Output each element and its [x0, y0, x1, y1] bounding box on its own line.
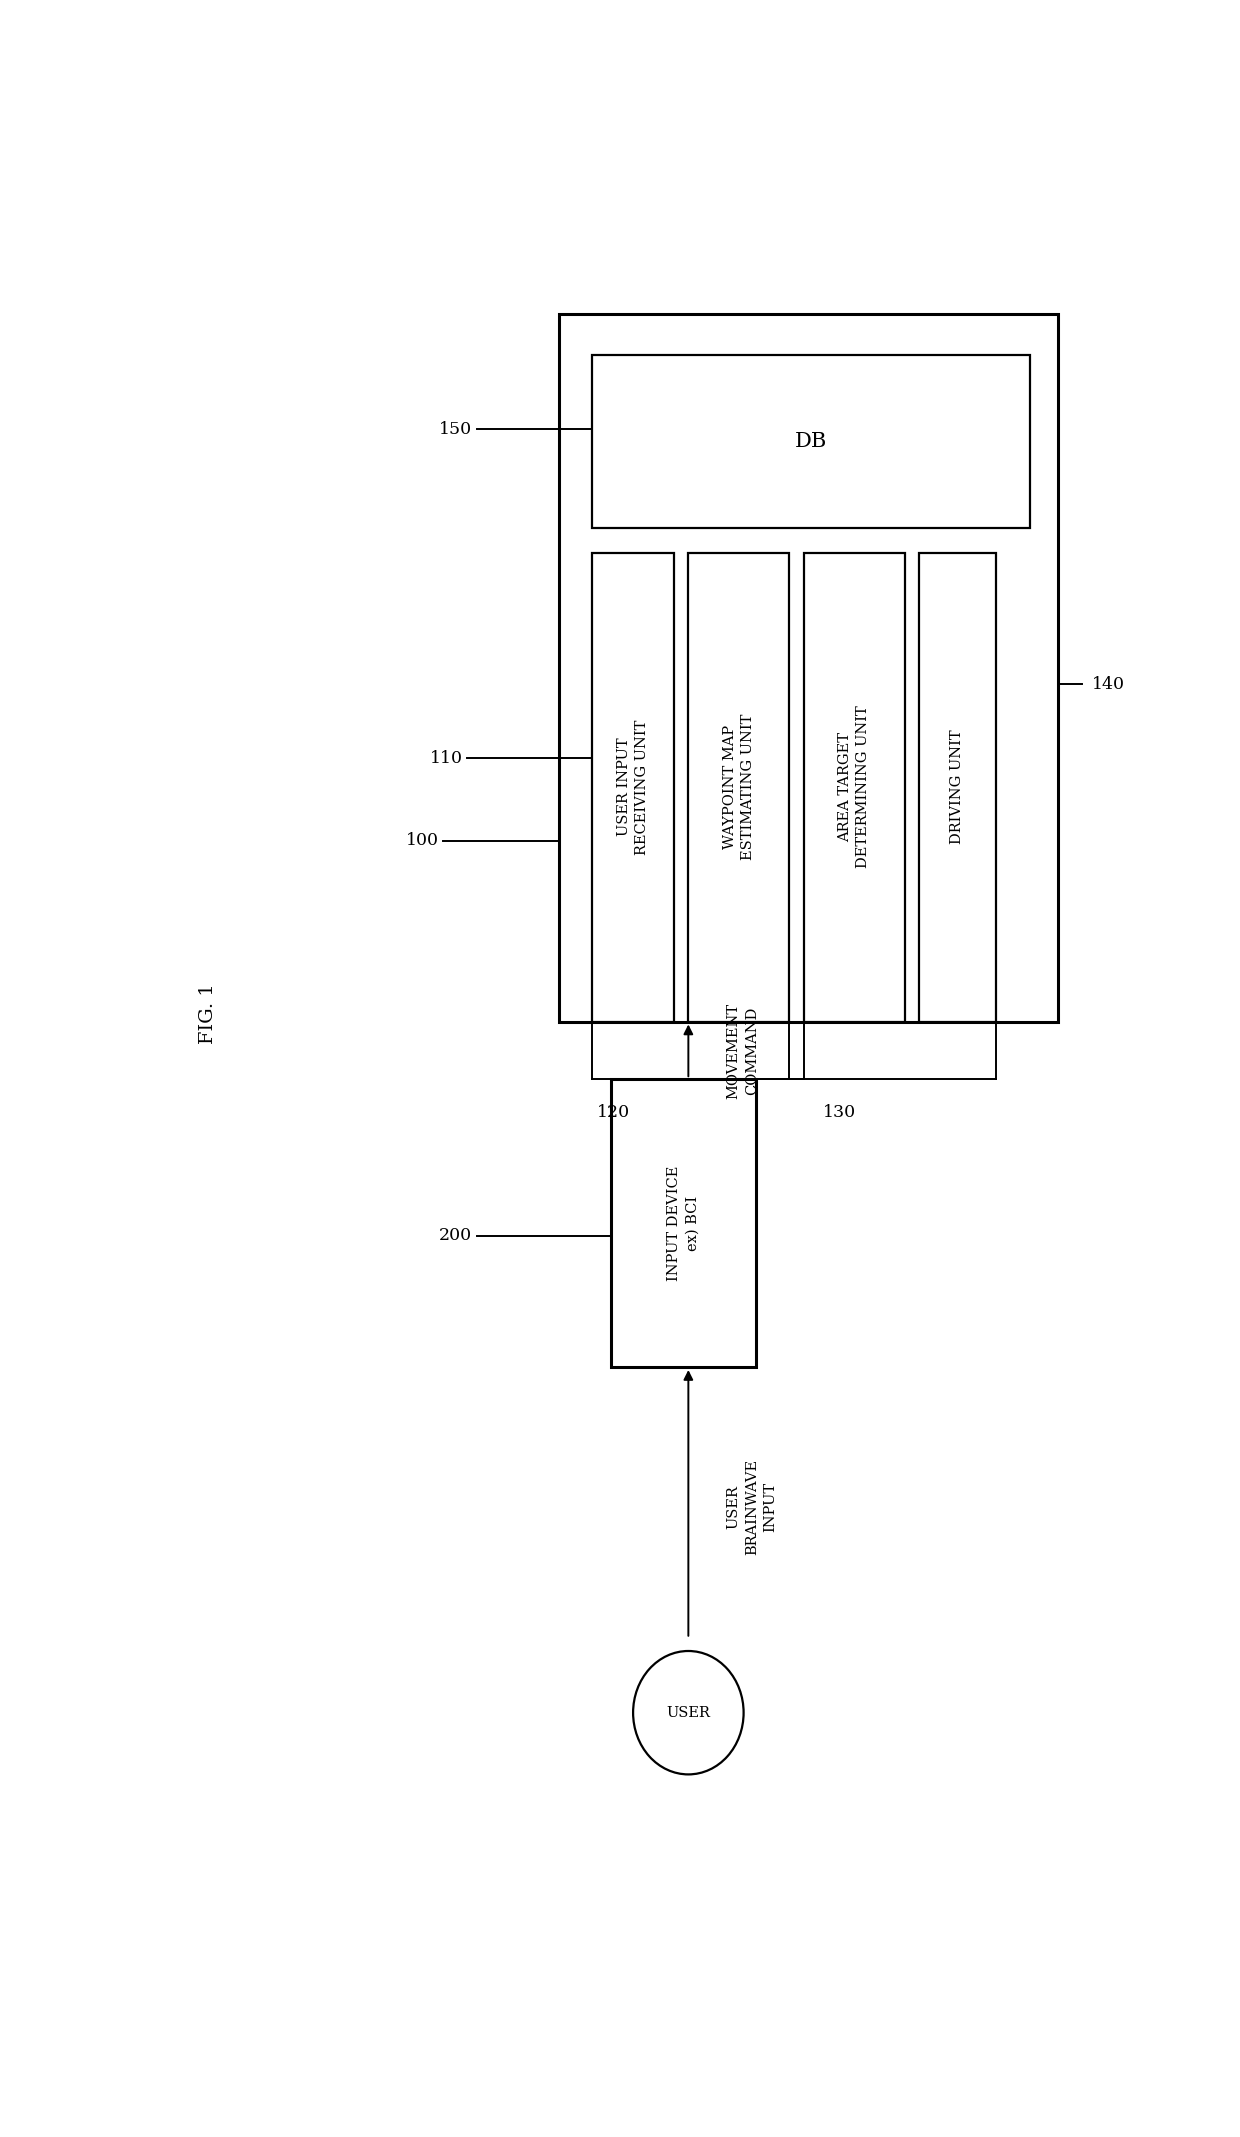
Text: INPUT DEVICE
ex) BCI: INPUT DEVICE ex) BCI: [667, 1165, 699, 1280]
Ellipse shape: [634, 1652, 744, 1774]
Text: 200: 200: [439, 1227, 472, 1244]
Text: 100: 100: [405, 831, 439, 848]
Text: 130: 130: [823, 1103, 856, 1120]
Text: 120: 120: [596, 1103, 630, 1120]
Bar: [593, 553, 675, 1021]
Bar: [611, 1079, 755, 1368]
Text: WAYPOINT MAP
ESTIMATING UNIT: WAYPOINT MAP ESTIMATING UNIT: [723, 714, 755, 861]
Text: USER INPUT
RECEIVING UNIT: USER INPUT RECEIVING UNIT: [616, 720, 650, 855]
Bar: [688, 553, 789, 1021]
Bar: [804, 553, 905, 1021]
Text: MOVEMENT
COMMAND: MOVEMENT COMMAND: [727, 1002, 759, 1098]
Text: DRIVING UNIT: DRIVING UNIT: [950, 731, 965, 844]
Text: USER: USER: [666, 1705, 711, 1720]
Text: DB: DB: [795, 432, 827, 451]
Text: 150: 150: [439, 421, 472, 438]
Text: USER
BRAINWAVE
INPUT: USER BRAINWAVE INPUT: [727, 1460, 777, 1556]
Text: FIG. 1: FIG. 1: [198, 983, 217, 1043]
Bar: [593, 355, 1029, 528]
Text: 140: 140: [1092, 675, 1125, 692]
Bar: [558, 314, 1059, 1021]
Bar: [919, 553, 996, 1021]
Text: AREA TARGET
DETERMINING UNIT: AREA TARGET DETERMINING UNIT: [838, 705, 870, 868]
Text: 110: 110: [429, 750, 463, 767]
